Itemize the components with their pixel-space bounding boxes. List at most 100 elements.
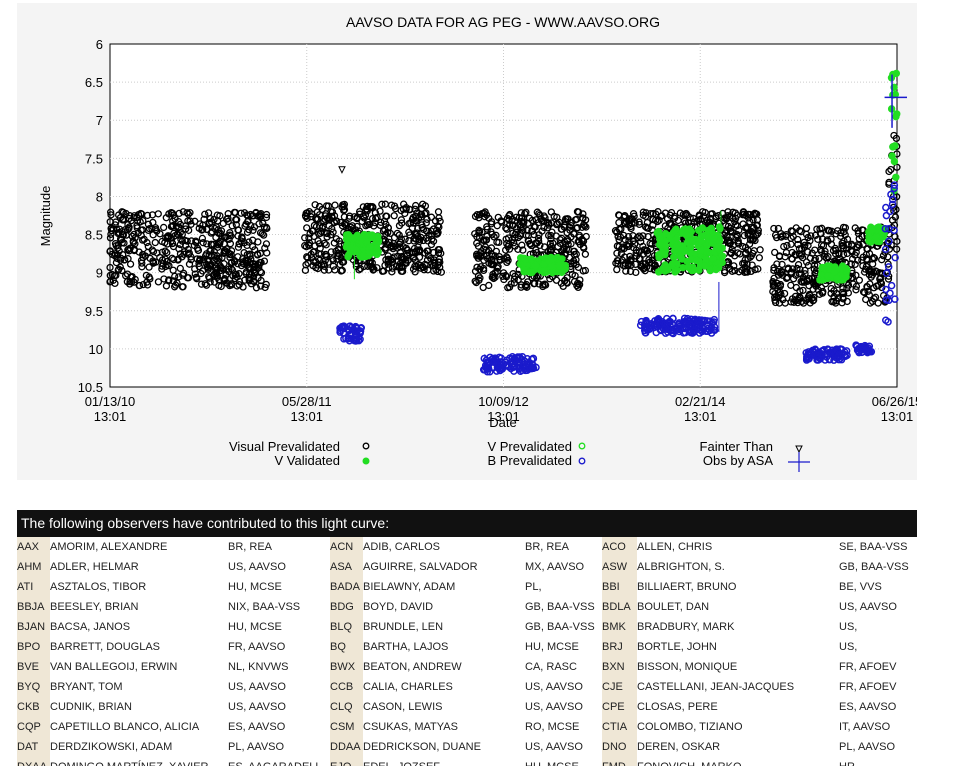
data-point bbox=[639, 211, 647, 219]
observer-code: ACN bbox=[330, 541, 354, 553]
data-point bbox=[434, 208, 443, 216]
data-point bbox=[552, 276, 561, 284]
data-point bbox=[130, 230, 138, 239]
data-point bbox=[661, 241, 670, 250]
y-axis-label: Magnitude bbox=[38, 186, 53, 247]
data-point bbox=[624, 232, 633, 241]
data-point bbox=[733, 211, 741, 219]
data-point bbox=[679, 320, 687, 329]
data-point bbox=[256, 210, 264, 219]
data-point bbox=[859, 240, 867, 248]
data-point bbox=[315, 222, 324, 230]
data-point bbox=[834, 353, 842, 361]
data-point bbox=[677, 253, 685, 261]
data-point bbox=[531, 261, 540, 270]
data-point bbox=[827, 240, 836, 248]
data-point bbox=[881, 245, 890, 253]
data-point bbox=[884, 318, 892, 326]
data-point bbox=[571, 216, 580, 224]
data-point bbox=[241, 276, 249, 284]
data-point bbox=[232, 221, 240, 229]
data-point bbox=[890, 226, 898, 235]
data-point bbox=[380, 217, 389, 225]
data-point bbox=[646, 245, 655, 253]
data-point bbox=[696, 247, 704, 256]
observer-name: ASZTALOS, TIBOR bbox=[50, 581, 147, 593]
observer-code: AAX bbox=[17, 541, 40, 553]
data-point bbox=[777, 233, 785, 241]
data-point bbox=[818, 276, 827, 284]
data-point bbox=[161, 262, 170, 271]
data-point bbox=[838, 239, 846, 247]
data-point bbox=[814, 235, 822, 243]
data-point bbox=[666, 232, 674, 240]
data-point bbox=[796, 265, 804, 274]
data-point bbox=[471, 230, 479, 238]
data-point bbox=[413, 209, 421, 217]
data-point bbox=[135, 281, 143, 290]
observer-org: PL, AAVSO bbox=[228, 741, 285, 753]
data-point bbox=[889, 91, 897, 99]
data-point bbox=[805, 290, 814, 299]
data-point bbox=[726, 212, 734, 220]
data-point bbox=[201, 280, 209, 288]
data-point bbox=[252, 209, 260, 217]
data-point bbox=[230, 208, 239, 217]
data-point bbox=[874, 299, 882, 307]
x-tick-date: 06/26/15 bbox=[872, 394, 917, 409]
data-point bbox=[112, 271, 120, 280]
data-point bbox=[212, 223, 221, 231]
observer-code: BWX bbox=[330, 661, 356, 673]
y-tick-label: 8 bbox=[96, 189, 103, 204]
observer-name: BEESLEY, BRIAN bbox=[50, 601, 139, 613]
y-tick-label: 10.5 bbox=[78, 380, 103, 395]
data-point bbox=[419, 200, 427, 208]
data-point bbox=[492, 247, 500, 256]
data-point bbox=[639, 250, 648, 258]
data-point bbox=[151, 238, 159, 247]
observer-name: VAN BALLEGOIJ, ERWIN bbox=[50, 661, 178, 673]
observer-name: BOYD, DAVID bbox=[363, 601, 434, 613]
observer-name: BOULET, DAN bbox=[637, 601, 710, 613]
data-point bbox=[510, 279, 519, 287]
data-point bbox=[116, 235, 125, 243]
data-point bbox=[262, 210, 271, 219]
data-point bbox=[675, 325, 683, 334]
data-point bbox=[215, 281, 223, 290]
data-point bbox=[340, 220, 349, 228]
data-point bbox=[540, 260, 548, 268]
data-point bbox=[582, 232, 590, 241]
data-point bbox=[885, 237, 893, 246]
data-point bbox=[260, 223, 268, 231]
data-point bbox=[863, 348, 872, 357]
data-point bbox=[819, 287, 827, 296]
data-point bbox=[260, 257, 269, 265]
data-point bbox=[233, 216, 241, 224]
data-point bbox=[522, 208, 530, 216]
data-point bbox=[139, 280, 147, 289]
observer-code: EJO bbox=[330, 757, 351, 766]
data-point bbox=[882, 269, 891, 278]
legend-marker bbox=[362, 457, 370, 465]
data-point bbox=[402, 204, 410, 212]
data-point bbox=[485, 281, 493, 290]
data-point bbox=[734, 237, 742, 245]
data-point bbox=[794, 294, 803, 303]
observer-name: CSUKAS, MATYAS bbox=[363, 721, 458, 733]
observer-code: ASA bbox=[330, 561, 353, 573]
data-point bbox=[576, 276, 584, 284]
data-point bbox=[252, 284, 261, 292]
observer-name: BRADBURY, MARK bbox=[637, 621, 735, 633]
data-point bbox=[817, 350, 826, 358]
data-point bbox=[505, 212, 513, 220]
data-point bbox=[668, 260, 677, 268]
observer-name: BORTLE, JOHN bbox=[637, 641, 717, 653]
x-tick-time: 13:01 bbox=[684, 409, 717, 424]
data-point bbox=[797, 252, 805, 260]
data-point bbox=[492, 231, 500, 239]
data-point bbox=[396, 238, 405, 246]
data-point bbox=[626, 216, 634, 224]
observer-code: DNO bbox=[602, 741, 627, 753]
data-point bbox=[505, 245, 514, 253]
data-point bbox=[119, 251, 127, 259]
